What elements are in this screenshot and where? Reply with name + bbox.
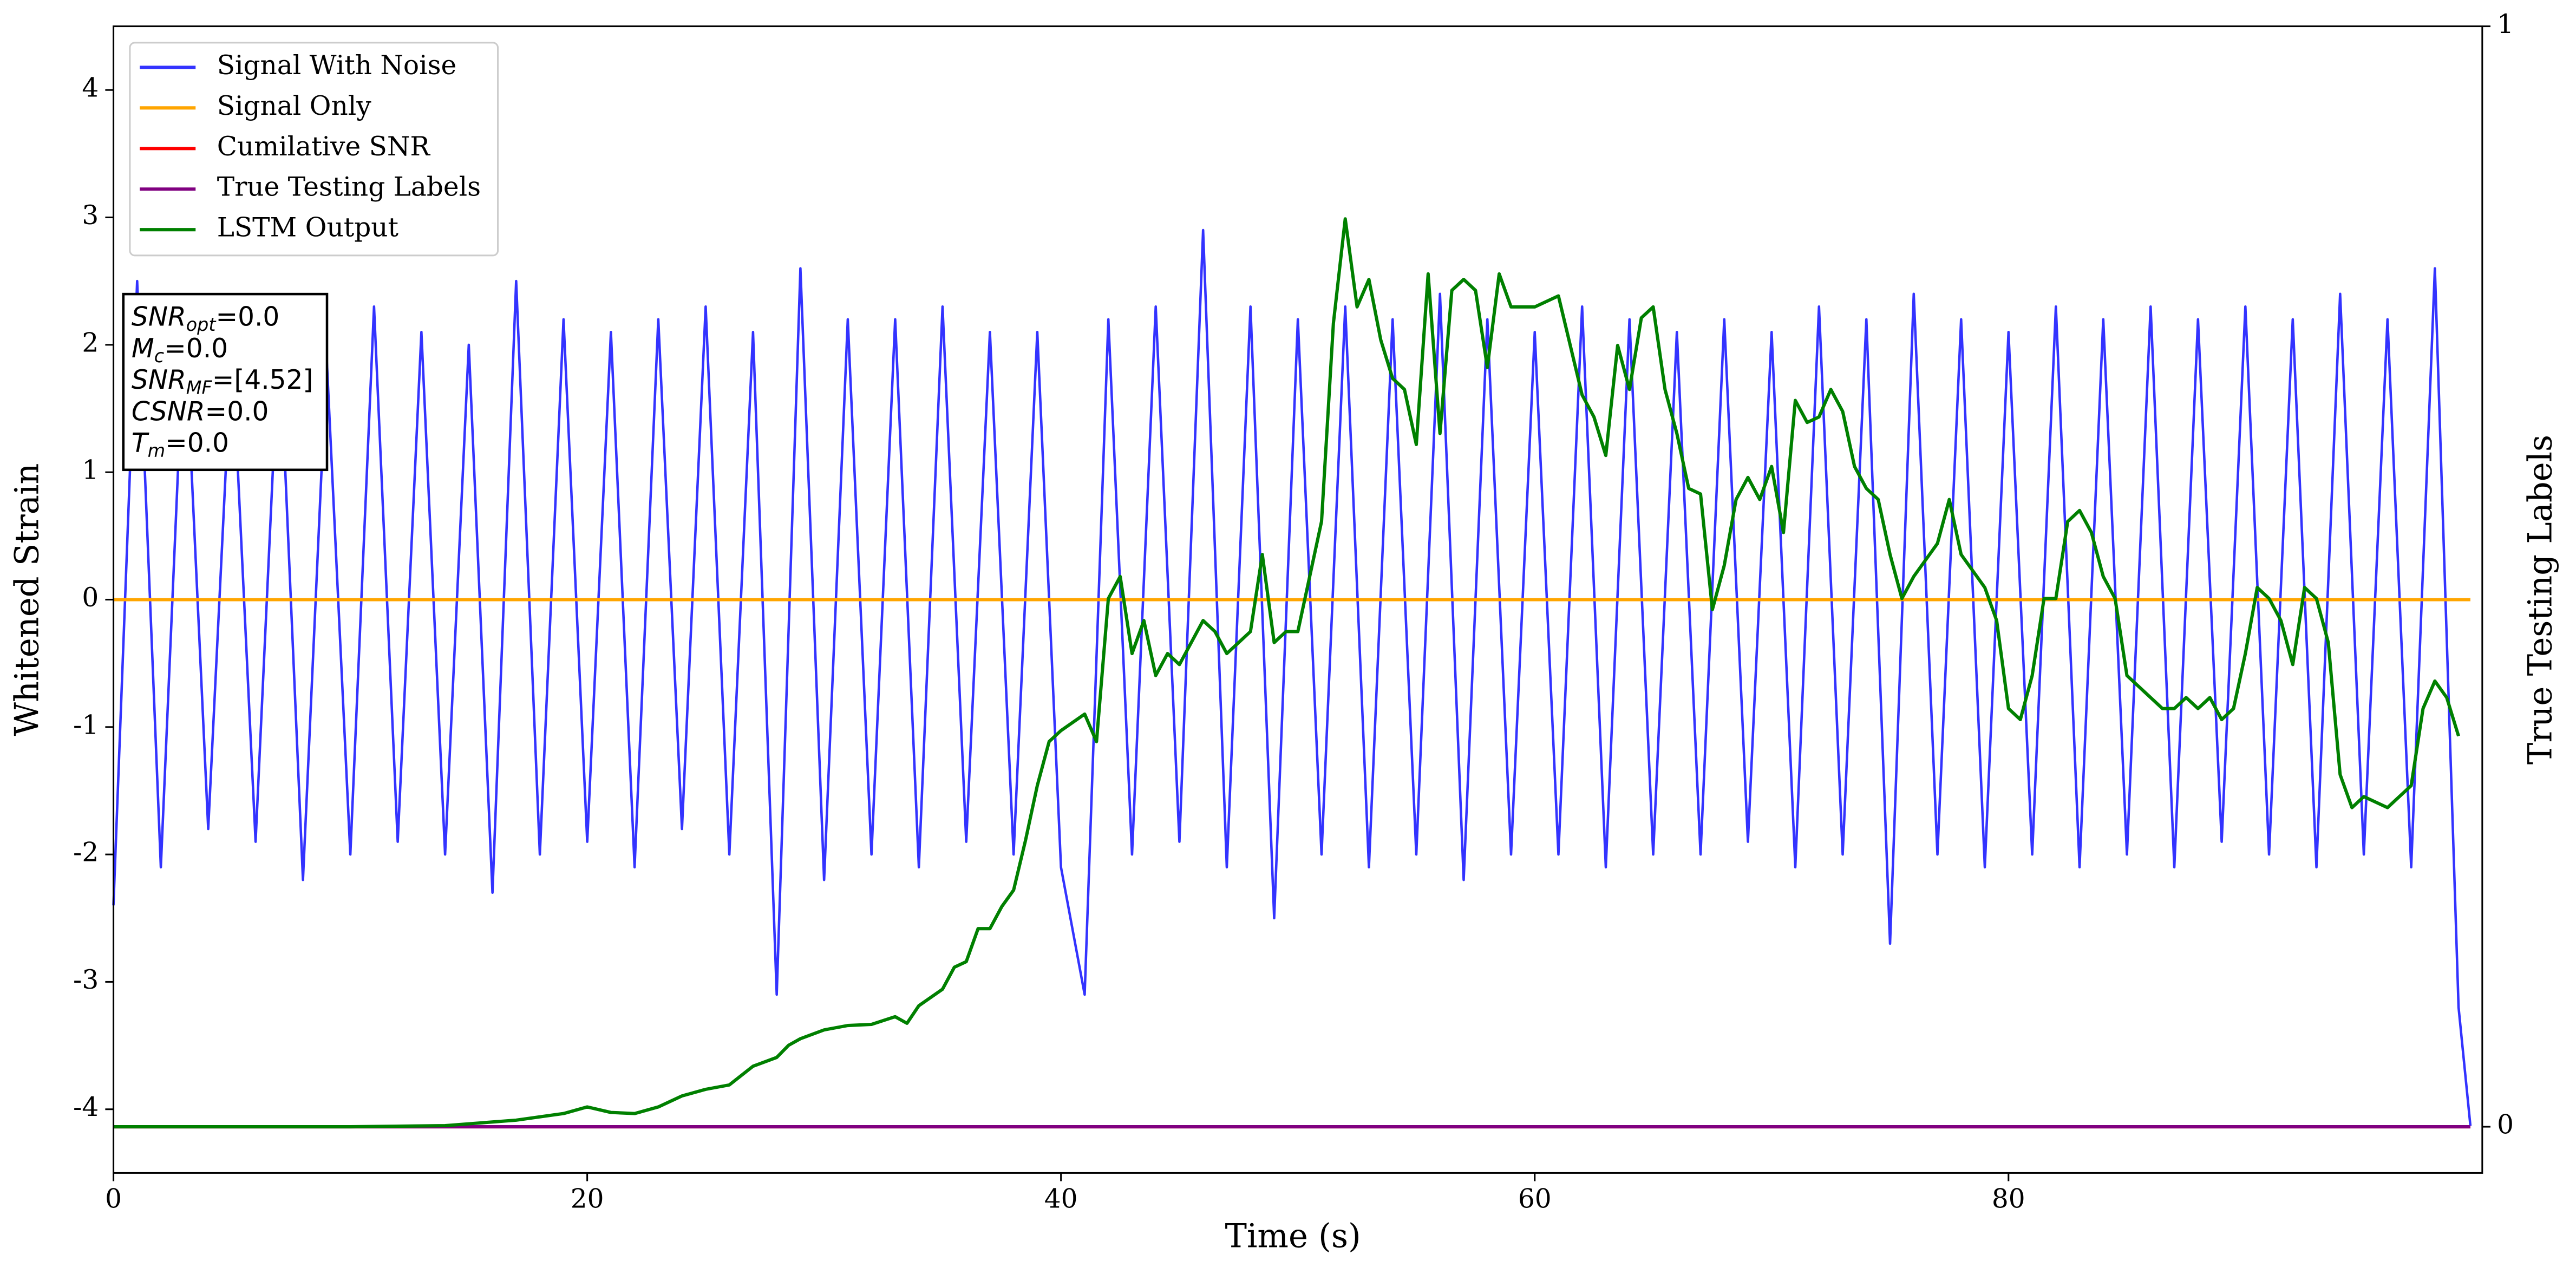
annotation-box: SNRopt=0.0Mc=0.0SNRMF=[4.52]CSNR=0.0Tm=0… (122, 292, 329, 472)
annotation-base: CSNR (132, 396, 205, 427)
legend-label: True Testing Labels (217, 172, 481, 202)
annotation-line: SNRMF=[4.52] (132, 365, 313, 398)
x-tick-label: 60 (1518, 1184, 1552, 1214)
annotation-rest: =0.0 (215, 302, 279, 332)
annotation-rest: =0.0 (205, 396, 269, 427)
y2-tick-label: 1 (2497, 9, 2514, 40)
y-tick-label: 3 (82, 200, 99, 231)
y-tick-label: 4 (82, 73, 99, 103)
annotation-base: M (132, 334, 154, 364)
series-line (113, 217, 2460, 1129)
y-tick-label: 2 (82, 328, 99, 358)
annotation-line: SNRopt=0.0 (132, 302, 279, 335)
legend: Signal With Noise Signal Only Cumilative S… (129, 42, 499, 257)
annotation-rest: =[4.52] (212, 365, 313, 395)
legend-label: Signal With Noise (217, 50, 457, 81)
y2-axis-label: True Testing Labels (2522, 435, 2560, 765)
y-tick-label: 1 (82, 455, 99, 486)
legend-box (129, 42, 499, 257)
legend-label: Cumilative SNR (217, 132, 431, 162)
y-tick-label: -4 (73, 1092, 99, 1122)
x-axis-label: Time (s) (1225, 1217, 1361, 1255)
y-tick-label: -1 (73, 710, 99, 740)
annotation-rest: =0.0 (164, 334, 228, 364)
annotation-sub: c (154, 345, 164, 367)
legend-label: LSTM Output (217, 213, 399, 243)
y-tick-label: 0 (82, 583, 99, 613)
annotation-base: SNR (132, 365, 186, 395)
annotation-line: Tm=0.0 (132, 428, 229, 461)
annotation-line: CSNR=0.0 (132, 396, 269, 427)
annotation-rest: =0.0 (165, 428, 229, 459)
y2-tick-label: 0 (2497, 1110, 2514, 1140)
y-axis-label: Whitened Strain (8, 463, 46, 736)
y-tick-label: -2 (73, 838, 99, 868)
annotation-line: Mc=0.0 (132, 334, 228, 367)
annotation-sub: MF (186, 377, 213, 398)
x-tick-label: 40 (1044, 1184, 1078, 1214)
plot-area (112, 217, 2472, 1129)
annotation-sub: opt (186, 313, 217, 335)
annotation-frame (122, 292, 329, 472)
x-tick-label: 20 (571, 1184, 604, 1214)
y-tick-label: -3 (73, 965, 99, 995)
annotation-base: T (132, 428, 149, 459)
x-tick-label: 0 (105, 1184, 122, 1214)
series-line (112, 228, 2472, 1126)
x-tick-label: 80 (1992, 1184, 2025, 1214)
annotation-sub: m (148, 440, 166, 461)
legend-label: Signal Only (217, 91, 372, 121)
annotation-base: SNR (132, 302, 186, 332)
